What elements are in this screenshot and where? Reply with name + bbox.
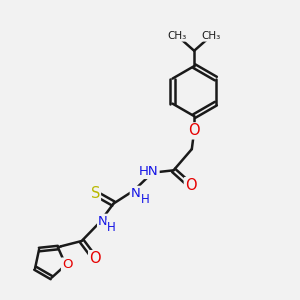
- Text: O: O: [185, 178, 197, 193]
- Text: S: S: [91, 186, 100, 201]
- Text: N: N: [98, 215, 108, 228]
- Text: HN: HN: [139, 165, 159, 178]
- Text: O: O: [188, 123, 200, 138]
- Text: CH₃: CH₃: [201, 31, 220, 41]
- Text: N: N: [131, 187, 140, 200]
- Text: CH₃: CH₃: [168, 31, 187, 41]
- Text: O: O: [62, 259, 73, 272]
- Text: H: H: [141, 193, 150, 206]
- Text: O: O: [89, 251, 101, 266]
- Text: H: H: [107, 220, 116, 234]
